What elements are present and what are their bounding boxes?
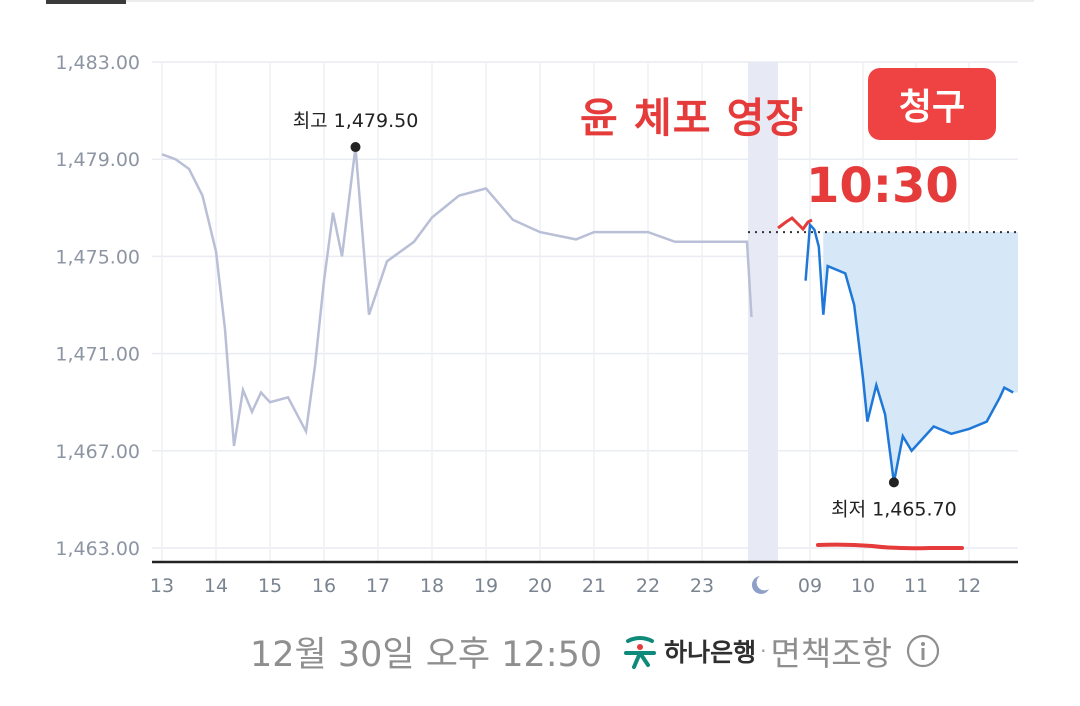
chart-footer: 12월 30일 오후 12:50 하나은행 · 면책조항 (250, 626, 940, 676)
x-tick-label: 16 (312, 575, 336, 597)
x-tick-label: 11 (904, 575, 928, 597)
moon-icon (751, 576, 769, 594)
info-icon[interactable] (906, 634, 940, 668)
x-tick-label: 15 (258, 575, 282, 597)
y-tick-label: 1,463.00 (55, 538, 140, 560)
low-point-marker (888, 477, 899, 488)
y-tick-label: 1,467.00 (55, 441, 140, 463)
overlay-time: 10:30 (806, 158, 959, 214)
overlay-badge-text: 청구 (898, 87, 966, 128)
low-annotation: 최저 1,465.70 (831, 498, 957, 520)
y-tick-label: 1,479.00 (55, 149, 140, 171)
x-tick-label: 14 (204, 575, 228, 597)
top-edge-bar (46, 0, 126, 4)
x-tick-label: 09 (798, 575, 822, 597)
x-tick-label: 12 (957, 575, 981, 597)
x-tick-label: 20 (528, 575, 552, 597)
disclaimer-link[interactable]: 면책조항 (770, 634, 892, 673)
x-tick-label: 19 (474, 575, 498, 597)
exchange-rate-chart: 1,483.00 1,479.00 1,475.00 1,471.00 1,467.00… (55, 52, 1018, 597)
red-squiggle-mark (777, 216, 813, 232)
previous-day-series-line (161, 146, 753, 447)
x-tick-label: 21 (582, 575, 606, 597)
timestamp: 12월 30일 오후 12:50 (250, 634, 603, 675)
hana-bank-logo-icon (624, 636, 657, 669)
high-annotation: 최고 1,479.50 (293, 110, 419, 132)
below-close-fill-area (823, 232, 1018, 483)
red-underline-mark (816, 542, 964, 551)
overlay-headline: 윤 체포 영장 (580, 94, 805, 142)
y-tick-label: 1,483.00 (55, 52, 140, 74)
x-tick-label: 18 (420, 575, 444, 597)
top-edge-line (126, 0, 1034, 2)
today-series-line (804, 221, 1014, 483)
y-axis-ticks: 1,483.00 1,479.00 1,475.00 1,471.00 1,467.00… (55, 52, 140, 560)
brand-name: 하나은행 (664, 638, 757, 667)
x-tick-label: 13 (150, 575, 174, 597)
high-point-marker (350, 142, 361, 153)
night-session-band (748, 62, 778, 562)
x-tick-label: 10 (851, 575, 875, 597)
separator: · (760, 639, 767, 663)
brand-logo: 하나은행 (620, 631, 756, 671)
x-axis-ticks: 13 14 15 16 17 18 19 20 21 22 23 09 10 11 12 (150, 575, 981, 597)
x-tick-label: 22 (636, 575, 660, 597)
x-tick-label: 17 (366, 575, 390, 597)
overlay-badge: 청구 (868, 68, 996, 140)
y-tick-label: 1,471.00 (55, 344, 140, 366)
y-tick-label: 1,475.00 (55, 246, 140, 268)
x-tick-label: 23 (690, 575, 714, 597)
